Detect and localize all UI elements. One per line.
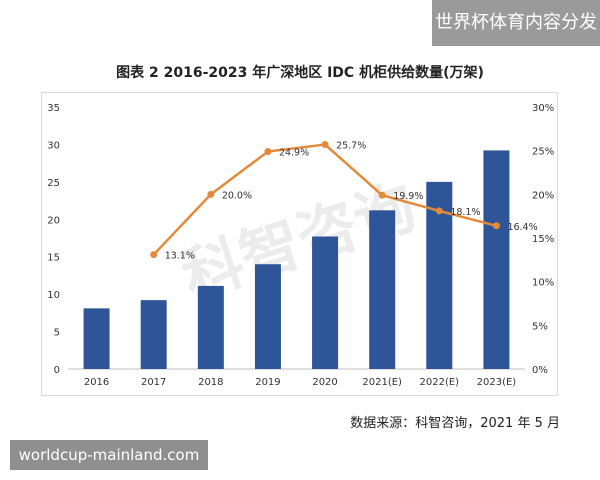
chart-title: 图表 2 2016-2023 年广深地区 IDC 机柜供给数量(万架) — [116, 65, 484, 81]
y-left-tick-label: 0 — [54, 365, 60, 376]
bar — [140, 300, 167, 369]
source-note: 数据来源：科智咨询，2021 年 5 月 — [350, 416, 560, 431]
y-left-tick-label: 5 — [54, 328, 60, 339]
growth-data-label: 20.0% — [222, 190, 252, 201]
bar — [197, 285, 224, 369]
growth-point — [378, 191, 386, 199]
bar — [254, 264, 281, 369]
growth-data-label: 25.7% — [336, 141, 366, 152]
y-right-tick-label: 25% — [532, 147, 554, 158]
y-right-tick-label: 0% — [532, 365, 548, 376]
growth-data-label: 24.9% — [279, 148, 309, 159]
bar — [369, 210, 396, 369]
bar — [312, 236, 339, 369]
x-tick-label: 2016 — [84, 377, 109, 388]
bar — [83, 308, 110, 369]
y-right-tick-label: 10% — [532, 278, 554, 289]
x-tick-label: 2022(E) — [420, 377, 460, 388]
y-right-tick-label: 15% — [532, 234, 554, 245]
growth-point — [207, 190, 215, 198]
growth-point — [264, 148, 272, 156]
growth-point — [435, 207, 443, 215]
y-left-tick-label: 25 — [47, 178, 60, 189]
growth-data-label: 16.4% — [507, 222, 537, 233]
y-left-tick-label: 30 — [47, 140, 60, 151]
growth-point — [492, 222, 500, 230]
growth-point — [150, 251, 158, 259]
y-right-tick-label: 5% — [532, 321, 548, 332]
growth-data-label: 13.1% — [165, 251, 195, 262]
bar — [483, 150, 510, 369]
watermark-banner-bottom: worldcup-mainland.com — [10, 440, 208, 470]
y-left-tick-label: 10 — [47, 290, 60, 301]
x-tick-label: 2023(E) — [477, 377, 517, 388]
x-tick-label: 2019 — [255, 377, 280, 388]
x-tick-label: 2017 — [141, 377, 166, 388]
y-right-tick-label: 30% — [532, 103, 554, 114]
x-tick-label: 2020 — [312, 377, 337, 388]
watermark-banner-top: 世界杯体育内容分发 — [432, 0, 600, 46]
x-tick-label: 2018 — [198, 377, 223, 388]
y-left-tick-label: 35 — [47, 103, 60, 114]
y-left-tick-label: 20 — [47, 215, 60, 226]
chart-frame — [41, 92, 558, 396]
x-tick-label: 2021(E) — [362, 377, 402, 388]
y-left-tick-label: 15 — [47, 253, 60, 264]
growth-data-label: 19.9% — [393, 191, 423, 202]
growth-point — [321, 141, 329, 149]
growth-data-label: 18.1% — [450, 207, 480, 218]
y-right-tick-label: 20% — [532, 190, 554, 201]
